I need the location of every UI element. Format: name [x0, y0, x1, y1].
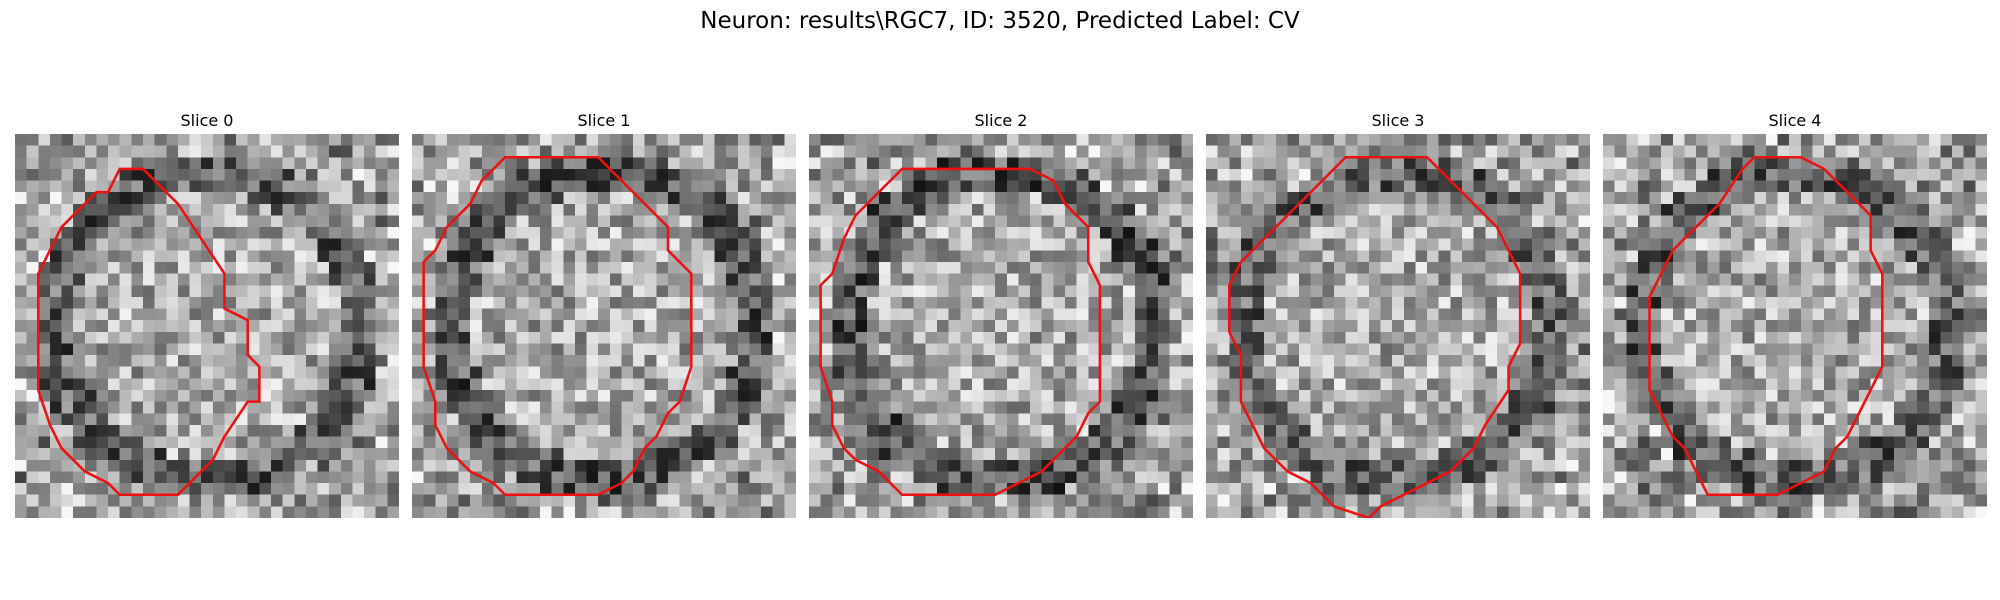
slice-panel-3: Slice 3	[1206, 110, 1590, 518]
segmentation-contour	[1227, 155, 1522, 518]
segmentation-contour	[422, 155, 693, 497]
segmentation-contour	[1648, 155, 1884, 497]
microscopy-slice-image	[1206, 134, 1590, 518]
microscopy-slice-image	[809, 134, 1193, 518]
slice-title: Slice 0	[180, 111, 234, 130]
figure-title: Neuron: results\RGC7, ID: 3520, Predicte…	[700, 8, 1300, 34]
slice-panel-4: Slice 4	[1603, 110, 1987, 518]
segmentation-contour	[36, 167, 261, 497]
microscopy-slice-image	[15, 134, 399, 518]
slice-panel-2: Slice 2	[809, 110, 1193, 518]
slice-panel-1: Slice 1	[412, 110, 796, 518]
microscopy-slice-image	[1603, 134, 1987, 518]
slice-title: Slice 4	[1768, 111, 1822, 130]
microscopy-slice-image	[412, 134, 796, 518]
slice-title: Slice 1	[577, 111, 631, 130]
slice-panel-0: Slice 0	[15, 110, 399, 518]
slice-title: Slice 2	[974, 111, 1028, 130]
segmentation-contour	[819, 167, 1102, 497]
slice-title: Slice 3	[1371, 111, 1425, 130]
